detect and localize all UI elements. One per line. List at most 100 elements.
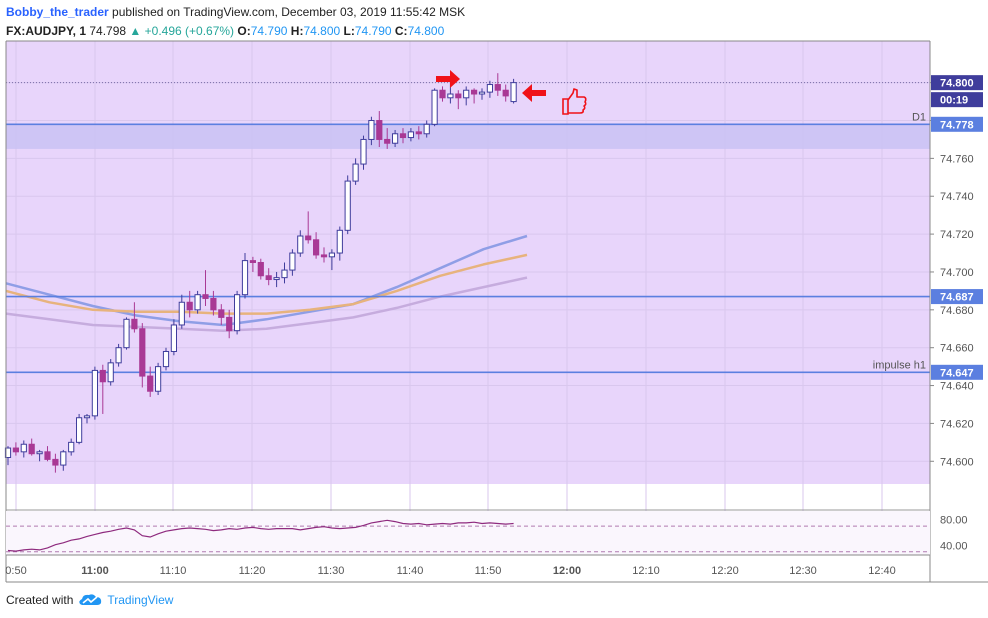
- last-price-box: [931, 75, 983, 91]
- price-change: +0.496 (+0.67%): [144, 24, 235, 38]
- low-label: L:: [343, 24, 355, 38]
- candle-body: [241, 260, 249, 296]
- time-tick-label: 12:30: [789, 565, 817, 577]
- time-tick-label: 12:10: [632, 565, 660, 577]
- candle-body: [139, 328, 146, 377]
- chart-empty-band: [6, 484, 930, 510]
- candle-body: [20, 443, 27, 453]
- time-tick-label: 11:00: [81, 565, 109, 577]
- candle-body: [28, 443, 35, 455]
- candle-body: [131, 318, 138, 330]
- candle-body: [344, 180, 351, 231]
- candle-body: [76, 417, 83, 443]
- candle-body: [52, 458, 59, 466]
- last-price: 74.798: [89, 24, 127, 38]
- created-with-label: Created with: [6, 593, 74, 607]
- ma-blue-line: [5, 234, 528, 327]
- candle-body: [60, 451, 67, 466]
- candle-body: [502, 89, 509, 97]
- footer: Created with TradingView: [6, 593, 173, 607]
- candle-body: [320, 254, 328, 258]
- level-price-box: [931, 116, 983, 132]
- open-label: O:: [237, 24, 251, 38]
- candle-body: [249, 260, 257, 264]
- candle-body: [392, 133, 399, 144]
- candle-body: [423, 123, 430, 135]
- candle-body: [273, 277, 280, 281]
- candle-body: [257, 262, 264, 277]
- time-tick-label: 11:40: [397, 565, 424, 577]
- change-up-icon: ▲: [129, 24, 142, 38]
- close-label: C:: [394, 24, 408, 38]
- candle-body: [218, 309, 225, 318]
- chart-background: [6, 41, 930, 484]
- candle-body: [510, 82, 517, 103]
- time-tick-label: 12:40: [868, 565, 896, 577]
- d1-zone: [6, 124, 930, 149]
- candle-body: [384, 138, 391, 144]
- open-value: 74.790: [250, 24, 288, 38]
- price-tick-label: 74.620: [940, 418, 974, 430]
- level-price-box-text: 74.778: [940, 119, 974, 131]
- time-tick-label: 11:30: [318, 565, 345, 577]
- candle-body: [83, 415, 91, 419]
- candle-body: [226, 316, 233, 332]
- price-tick-label: 74.600: [940, 456, 974, 468]
- candle-body: [115, 347, 122, 364]
- level-price-box-text: 74.687: [940, 292, 974, 304]
- candle-body: [336, 229, 343, 254]
- level-price-box-text: 74.647: [940, 367, 974, 379]
- candle-body: [289, 252, 296, 271]
- candle-body: [4, 447, 12, 458]
- candle-body: [447, 93, 454, 99]
- publish-info: published on TradingView.com, December 0…: [112, 5, 466, 19]
- candle-body: [439, 89, 446, 99]
- candle-body: [186, 301, 193, 311]
- candle-body: [415, 131, 422, 135]
- candle-body: [107, 362, 114, 383]
- rsi-line: [7, 519, 514, 552]
- price-tick-label: 74.700: [940, 267, 974, 279]
- level-label: impulse h1: [873, 359, 926, 371]
- time-tick-label: 12:20: [711, 565, 739, 577]
- price-chart[interactable]: D1 impulse h1 74.600 74.620 74.640 74.660 74.6…: [0, 0, 988, 590]
- price-tick-label: 74.680: [940, 305, 974, 317]
- ma-orange-line: [5, 253, 528, 315]
- candle-body: [170, 324, 178, 352]
- thumbs-up-icon: [562, 88, 587, 115]
- rsi-background: [6, 511, 930, 555]
- level-price-box: [931, 364, 983, 380]
- arrow-left-icon: [522, 84, 546, 102]
- candle-body: [194, 294, 201, 311]
- high-label: H:: [290, 24, 304, 38]
- price-tick-label: 74.720: [940, 229, 974, 241]
- publish-header: Bobby_the_trader published on TradingVie…: [6, 5, 465, 19]
- price-tick-label: 74.740: [940, 191, 974, 203]
- candle-body: [68, 441, 75, 453]
- candle-body: [12, 447, 19, 453]
- candle-body: [376, 120, 383, 140]
- candle-body: [123, 318, 130, 349]
- symbol-info-line: FX:AUDJPY, 1 74.798 ▲ +0.496 (+0.67%) O:…: [6, 24, 444, 38]
- price-tick-label: 74.760: [940, 153, 974, 165]
- candle-body: [202, 294, 209, 299]
- price-tick-label: 74.660: [940, 343, 974, 355]
- candle-body: [478, 91, 486, 95]
- candle-body: [178, 301, 185, 326]
- candle-body: [91, 369, 99, 417]
- candle-body: [486, 84, 493, 93]
- time-tick-label: 11:10: [160, 565, 187, 577]
- candle-body: [162, 350, 170, 368]
- countdown-box-text: 00:19: [940, 95, 968, 107]
- candle-body: [313, 239, 320, 256]
- candle-body: [463, 89, 470, 99]
- tradingview-brand-link[interactable]: TradingView: [107, 593, 174, 607]
- countdown-box: [931, 92, 983, 108]
- symbol-label: FX:AUDJPY, 1: [6, 24, 87, 38]
- time-tick-label: 11:50: [475, 565, 502, 577]
- candle-body: [407, 131, 414, 139]
- author-name[interactable]: Bobby_the_trader: [6, 5, 109, 19]
- high-value: 74.800: [303, 24, 341, 38]
- rsi-tick-label: 80.00: [940, 515, 968, 527]
- candle-body: [210, 297, 217, 311]
